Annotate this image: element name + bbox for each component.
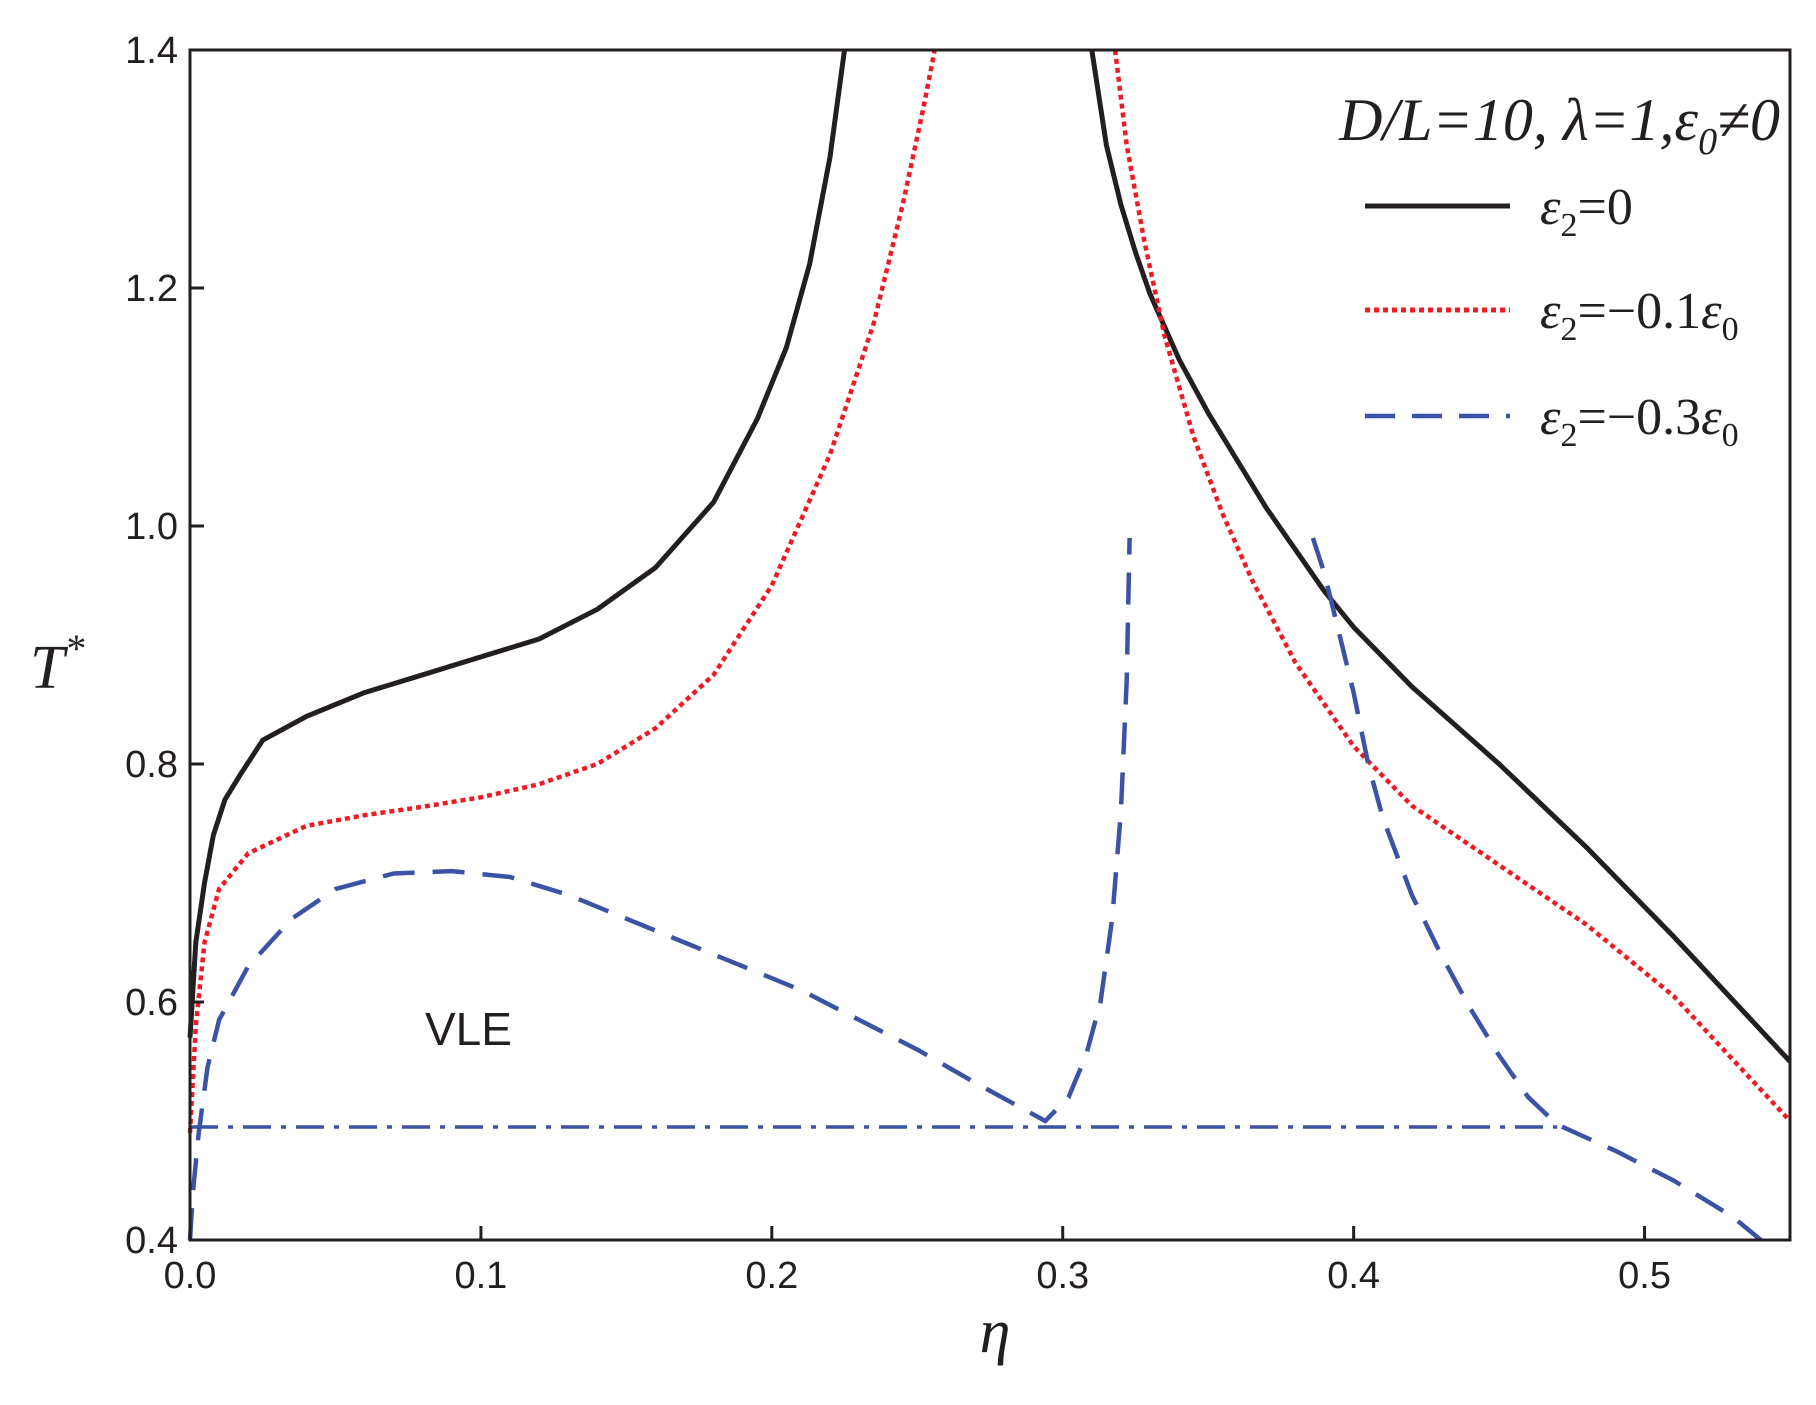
y-tick-label-5: 1.4: [125, 30, 178, 72]
legend-entry-2-sub: 2: [1561, 311, 1578, 348]
legend-title-rel: ≠0: [1717, 87, 1780, 153]
series-line-dotted-3: [1112, 49, 1792, 1123]
y-ticks: 0.4 0.6 0.8 1.0 1.2 1.4: [125, 30, 204, 1262]
legend-entry-2-text: =−0.1: [1578, 283, 1702, 340]
series-line-dashed-5: [1310, 537, 1763, 1242]
legend-entry-3-text: =−0.3: [1578, 389, 1702, 446]
legend-entry-3-eps2: ε: [1701, 389, 1722, 446]
y-axis-title-main: T: [30, 634, 69, 702]
series-line-dotted-2: [187, 49, 937, 1134]
y-axis-title-sup: *: [64, 626, 84, 671]
y-tick-label-0: 0.4: [125, 1220, 178, 1262]
x-tick-label-1: 0.1: [454, 1255, 507, 1297]
vle-annotation: VLE: [425, 1003, 512, 1055]
x-tick-label-4: 0.4: [1327, 1255, 1380, 1297]
x-tick-label-3: 0.3: [1036, 1255, 1089, 1297]
y-tick-label-1: 0.6: [125, 982, 178, 1024]
x-tick-label-0: 0.0: [164, 1255, 217, 1297]
series-line-dashed-4: [187, 537, 1132, 1241]
legend-entry-2-eps: ε: [1540, 283, 1561, 340]
legend-title-sub: 0: [1698, 121, 1717, 163]
x-ticks: 0.0 0.1 0.2 0.3 0.4 0.5: [164, 1226, 1671, 1297]
legend-entry-2-sub2: 0: [1722, 311, 1739, 348]
legend-entry-1-eps: ε: [1540, 179, 1561, 236]
legend-entry-3: ε2=−0.3ε0: [1540, 389, 1739, 454]
y-axis-title: T*: [30, 626, 84, 702]
legend-entry-3-sub: 2: [1561, 417, 1578, 454]
x-tick-label-5: 0.5: [1618, 1255, 1671, 1297]
series-line-solid-0: [187, 49, 847, 1038]
legend-entry-3-sub2: 0: [1722, 417, 1739, 454]
x-tick-label-2: 0.2: [745, 1255, 798, 1297]
x-axis-title: η: [980, 1298, 1011, 1366]
legend-title-main: D/L=10, λ=1,: [1338, 87, 1674, 153]
legend-entry-1-sub: 2: [1561, 207, 1578, 244]
series-line-solid-1: [1089, 49, 1792, 1064]
series-layer: [187, 49, 1792, 1242]
legend-entry-2: ε2=−0.1ε0: [1540, 283, 1739, 348]
legend-title-eps: ε: [1674, 87, 1698, 153]
legend-title: D/L=10, λ=1,ε0≠0: [1338, 87, 1780, 163]
legend-entry-1-text: =0: [1578, 179, 1633, 236]
y-tick-label-2: 0.8: [125, 744, 178, 786]
y-tick-label-4: 1.2: [125, 268, 178, 310]
legend-entry-2-eps2: ε: [1701, 283, 1722, 340]
plot-frame: [188, 48, 1792, 1242]
legend-entry-1: ε2=0: [1540, 179, 1633, 244]
legend: D/L=10, λ=1,ε0≠0 ε2=0 ε2=−0.1ε0 ε2=−0.3ε…: [1338, 87, 1780, 454]
legend-entry-3-eps: ε: [1540, 389, 1561, 446]
y-tick-label-3: 1.0: [125, 506, 178, 548]
